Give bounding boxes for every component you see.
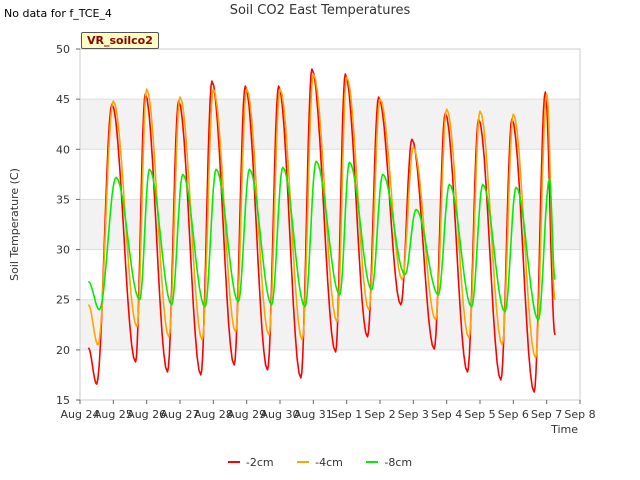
legend-swatch-2cm: [227, 461, 240, 463]
series-line-neg2cm: [87, 68, 556, 393]
chart-title: Soil CO2 East Temperatures: [229, 3, 411, 18]
legend-swatch-4cm: [297, 461, 310, 463]
legend-label-2cm: -2cm: [245, 455, 274, 469]
x-tick-label-10: Sep 3: [398, 408, 429, 421]
x-tick-label-12: Sep 5: [464, 408, 495, 421]
plot-frame: [79, 48, 581, 401]
series-line-neg8cm: [88, 160, 556, 321]
x-tick-label-1: Aug 25: [94, 408, 133, 421]
x-tick-label-7: Aug 31: [294, 408, 333, 421]
y-tick-label-30: 30: [56, 244, 70, 257]
legend-label-8cm: -8cm: [384, 455, 413, 469]
y-tick-label-15: 15: [56, 394, 70, 407]
legend-label-4cm: -4cm: [315, 455, 343, 469]
legend: -2cm -4cm -8cm: [0, 453, 640, 469]
x-axis-label: Time: [550, 423, 578, 436]
x-tick-label-11: Sep 4: [431, 408, 462, 421]
y-tick-label-20: 20: [56, 344, 70, 357]
x-tick-label-13: Sep 6: [498, 408, 529, 421]
y-tick-label-35: 35: [56, 193, 70, 206]
legend-item-8cm: -8cm: [366, 456, 412, 469]
x-tick-label-14: Sep 7: [531, 408, 562, 421]
series-lines: [87, 68, 556, 393]
band-40-45: [80, 99, 580, 150]
y-tick-label-50: 50: [56, 43, 70, 56]
x-tick-label-3: Aug 27: [161, 408, 200, 421]
legend-item-4cm: -4cm: [297, 456, 343, 469]
y-axis-ticks: 15 20 25 30 35 40 45 50: [56, 43, 80, 407]
x-tick-label-15: Sep 8: [564, 408, 595, 421]
no-data-note: No data for f_TCE_4: [4, 7, 112, 20]
y-axis-label: Soil Temperature (C): [8, 168, 21, 281]
x-tick-label-5: Aug 29: [227, 408, 266, 421]
x-tick-label-8: Sep 1: [331, 408, 362, 421]
legend-swatch-8cm: [366, 461, 379, 463]
x-tick-label-0: Aug 24: [61, 408, 100, 421]
y-tick-label-40: 40: [56, 143, 70, 156]
legend-item-2cm: -2cm: [227, 455, 274, 469]
x-tick-label-4: Aug 28: [194, 408, 233, 421]
x-tick-label-6: Aug 30: [261, 408, 300, 421]
site-badge: VR_soilco2: [81, 32, 159, 49]
y-tick-label-45: 45: [56, 93, 70, 106]
y-tick-label-25: 25: [56, 294, 70, 307]
x-tick-label-9: Sep 2: [364, 408, 395, 421]
x-tick-label-2: Aug 26: [127, 408, 166, 421]
